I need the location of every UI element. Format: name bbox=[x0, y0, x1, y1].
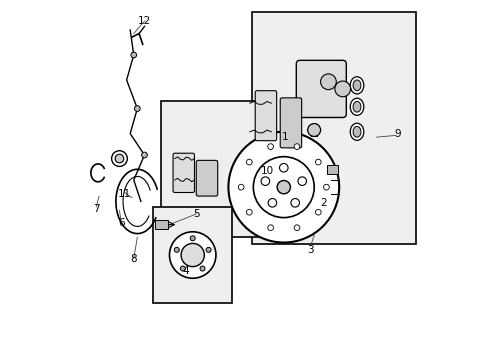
Circle shape bbox=[277, 180, 290, 194]
Circle shape bbox=[142, 152, 147, 158]
Bar bbox=[326, 165, 337, 174]
Circle shape bbox=[205, 247, 211, 252]
FancyBboxPatch shape bbox=[196, 160, 217, 196]
Circle shape bbox=[131, 52, 136, 58]
Circle shape bbox=[307, 123, 320, 136]
Circle shape bbox=[174, 247, 179, 252]
Text: 10: 10 bbox=[261, 166, 274, 176]
Circle shape bbox=[267, 225, 273, 230]
Ellipse shape bbox=[349, 123, 363, 140]
Circle shape bbox=[323, 184, 328, 190]
Circle shape bbox=[279, 163, 287, 172]
Text: 6: 6 bbox=[118, 218, 124, 228]
Ellipse shape bbox=[349, 77, 363, 94]
Ellipse shape bbox=[352, 80, 360, 91]
Ellipse shape bbox=[352, 102, 360, 112]
Circle shape bbox=[267, 144, 273, 149]
Ellipse shape bbox=[352, 126, 360, 137]
Bar bbox=[251, 12, 415, 244]
Circle shape bbox=[315, 159, 321, 165]
Circle shape bbox=[246, 210, 252, 215]
Text: 3: 3 bbox=[306, 245, 313, 255]
Circle shape bbox=[228, 132, 339, 243]
Circle shape bbox=[180, 266, 185, 271]
Circle shape bbox=[200, 266, 204, 271]
Bar bbox=[155, 220, 167, 229]
Circle shape bbox=[238, 184, 244, 190]
Circle shape bbox=[297, 177, 306, 185]
Text: 5: 5 bbox=[193, 209, 199, 219]
Circle shape bbox=[181, 243, 204, 267]
Text: 2: 2 bbox=[319, 198, 325, 208]
Circle shape bbox=[334, 81, 350, 97]
Bar bbox=[160, 102, 264, 237]
Text: 12: 12 bbox=[138, 16, 151, 26]
FancyBboxPatch shape bbox=[173, 153, 194, 193]
Bar bbox=[153, 207, 231, 303]
Text: 8: 8 bbox=[130, 253, 137, 264]
Text: 1: 1 bbox=[282, 132, 288, 142]
Circle shape bbox=[253, 157, 314, 217]
FancyBboxPatch shape bbox=[280, 98, 301, 148]
Ellipse shape bbox=[349, 98, 363, 115]
Circle shape bbox=[115, 154, 123, 163]
Text: 11: 11 bbox=[118, 189, 131, 199]
Circle shape bbox=[267, 198, 276, 207]
FancyBboxPatch shape bbox=[296, 60, 346, 117]
FancyBboxPatch shape bbox=[255, 91, 276, 141]
Circle shape bbox=[169, 232, 216, 278]
Circle shape bbox=[246, 159, 252, 165]
Circle shape bbox=[190, 236, 195, 241]
Text: 9: 9 bbox=[394, 129, 401, 139]
Circle shape bbox=[293, 144, 299, 149]
Circle shape bbox=[315, 210, 321, 215]
Circle shape bbox=[320, 74, 336, 90]
Circle shape bbox=[290, 198, 299, 207]
Circle shape bbox=[134, 106, 140, 111]
Circle shape bbox=[261, 177, 269, 185]
Text: 7: 7 bbox=[93, 203, 100, 213]
Circle shape bbox=[111, 151, 127, 166]
Circle shape bbox=[293, 225, 299, 230]
Text: 4: 4 bbox=[182, 266, 188, 276]
